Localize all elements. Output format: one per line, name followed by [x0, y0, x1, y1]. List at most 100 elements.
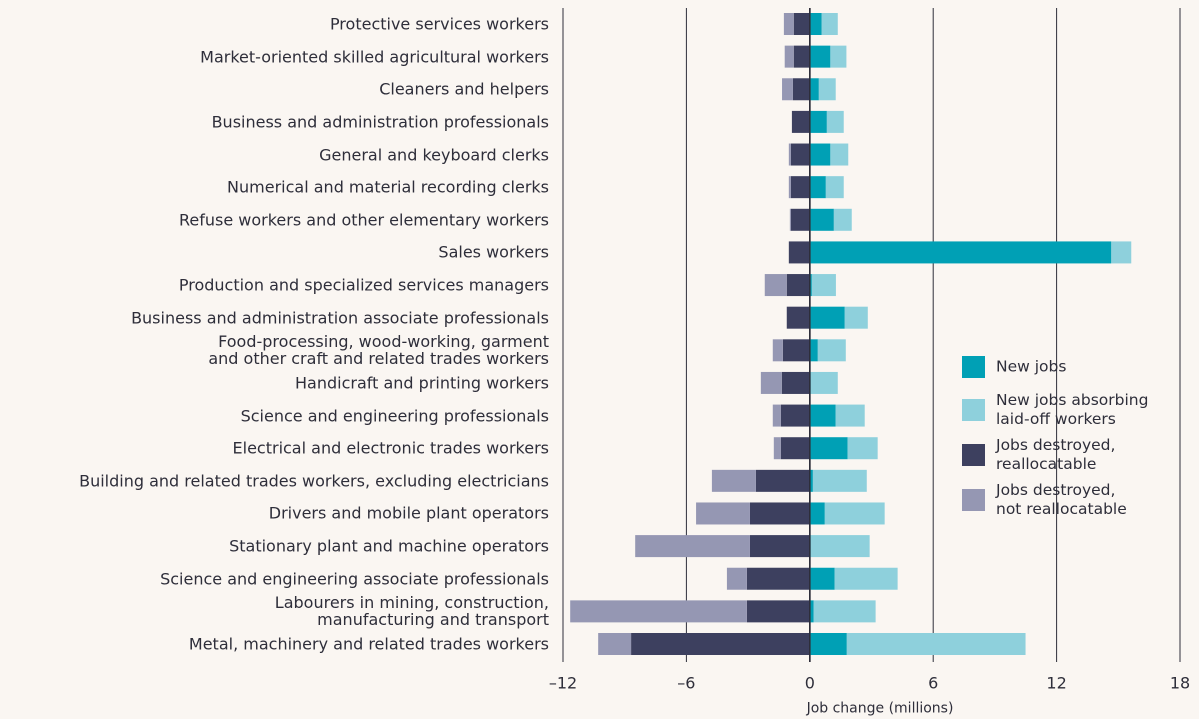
bar-segment [810, 535, 870, 558]
bar-segment [786, 274, 810, 297]
legend-swatch [962, 356, 985, 378]
bar-segment [846, 633, 1026, 655]
bar-segment [746, 600, 810, 623]
category-label: General and keyboard clerks [319, 145, 549, 165]
category-label: Food-processing, wood-working, garment a… [208, 332, 549, 369]
bar-segment [830, 45, 847, 68]
bar-segment [809, 502, 825, 525]
category-label: Cleaners and helpers [379, 79, 549, 99]
legend-label: Jobs destroyed, reallocatable [996, 436, 1116, 473]
bar-segment [764, 274, 787, 297]
bar-segment [809, 404, 836, 427]
bar-segment [755, 469, 810, 492]
legend-swatch [962, 444, 985, 466]
bar-segment [812, 469, 867, 492]
bar-segment [809, 208, 834, 231]
bar-segment [780, 437, 810, 460]
bar-segment [788, 241, 810, 264]
x-axis-label: Job change (millions) [806, 700, 954, 717]
bar-segment [844, 306, 868, 329]
bar-segment [635, 535, 750, 558]
x-tick-label: 0 [804, 673, 815, 693]
bar-segment [773, 437, 781, 460]
x-tick-label: –6 [677, 673, 696, 693]
bar-segment [791, 110, 810, 133]
category-label: Metal, machinery and related trades work… [188, 634, 549, 654]
bar-segment [790, 208, 810, 231]
bar-segment [711, 469, 756, 492]
bar-segment [830, 143, 849, 166]
bar-segment [833, 208, 852, 231]
bar-segment [772, 339, 783, 362]
bar-segment [809, 437, 848, 460]
bar-segment [809, 110, 827, 133]
category-label: Labourers in mining, construction, manuf… [274, 593, 549, 630]
category-label: Drivers and mobile plant operators [268, 503, 549, 523]
category-label: Sales workers [438, 242, 549, 262]
bar-segment [760, 371, 782, 394]
bar-segment [825, 176, 844, 199]
bar-segment [786, 306, 810, 329]
category-label: Market-oriented skilled agricultural wor… [200, 47, 549, 67]
legend-swatch [962, 489, 985, 511]
bar-segment [824, 502, 885, 525]
bar-segment [809, 469, 813, 492]
bar-segment [598, 633, 632, 655]
legend-label: New jobs [996, 357, 1067, 376]
bar-segment [809, 78, 819, 101]
bar-segment [631, 633, 810, 655]
bar-segment [749, 502, 810, 525]
category-label: Science and engineering associate profes… [160, 569, 549, 589]
bar-segment [788, 176, 791, 199]
bar-segment [809, 143, 831, 166]
bar-segment [810, 371, 838, 394]
category-label: Business and administration professional… [211, 112, 549, 132]
bar-segment [809, 306, 845, 329]
category-label: Building and related trades workers, exc… [79, 471, 549, 491]
category-label: Handicraft and printing workers [295, 373, 549, 393]
bar-segment [847, 437, 878, 460]
bar-segment [1111, 241, 1132, 264]
bar-segment [809, 600, 814, 623]
bar-segment [793, 13, 810, 35]
bar-segment [570, 600, 747, 623]
bar-segment [784, 45, 794, 68]
bar-segment [809, 45, 831, 68]
legend-label: Jobs destroyed, not reallocatable [996, 481, 1127, 518]
category-label: Protective services workers [329, 14, 549, 34]
bar-segment [818, 78, 836, 101]
bar-segment [817, 339, 846, 362]
bar-segment [790, 143, 810, 166]
bar-segment [809, 274, 812, 297]
bar-segment [792, 78, 810, 101]
bar-segment [809, 567, 835, 590]
bar-segment [811, 274, 836, 297]
category-label: Business and administration associate pr… [131, 308, 549, 328]
bar-segment [809, 13, 822, 35]
bar-segment [809, 339, 818, 362]
bar-segment [793, 45, 810, 68]
bar-segment [782, 78, 793, 101]
bar-segment [772, 404, 781, 427]
bar-segment [696, 502, 750, 525]
bar-segment [781, 371, 810, 394]
x-tick-label: 12 [1046, 673, 1067, 693]
bar-segment [780, 404, 810, 427]
bar-segment [783, 13, 794, 35]
bar-segment [813, 600, 876, 623]
bar-segment [749, 535, 810, 558]
category-label: Numerical and material recording clerks [227, 177, 549, 197]
bar-segment [834, 567, 898, 590]
bar-segment [789, 208, 791, 231]
bar-segment [821, 13, 838, 35]
legend-swatch [962, 399, 985, 421]
x-tick-label: –12 [548, 673, 578, 693]
x-tick-label: 18 [1169, 673, 1191, 693]
legend-label: New jobs absorbing laid-off workers [996, 391, 1149, 428]
category-label: Electrical and electronic trades workers [232, 438, 549, 458]
bar-segment [809, 176, 826, 199]
bar-segment [788, 143, 791, 166]
category-label: Production and specialized services mana… [178, 275, 549, 295]
